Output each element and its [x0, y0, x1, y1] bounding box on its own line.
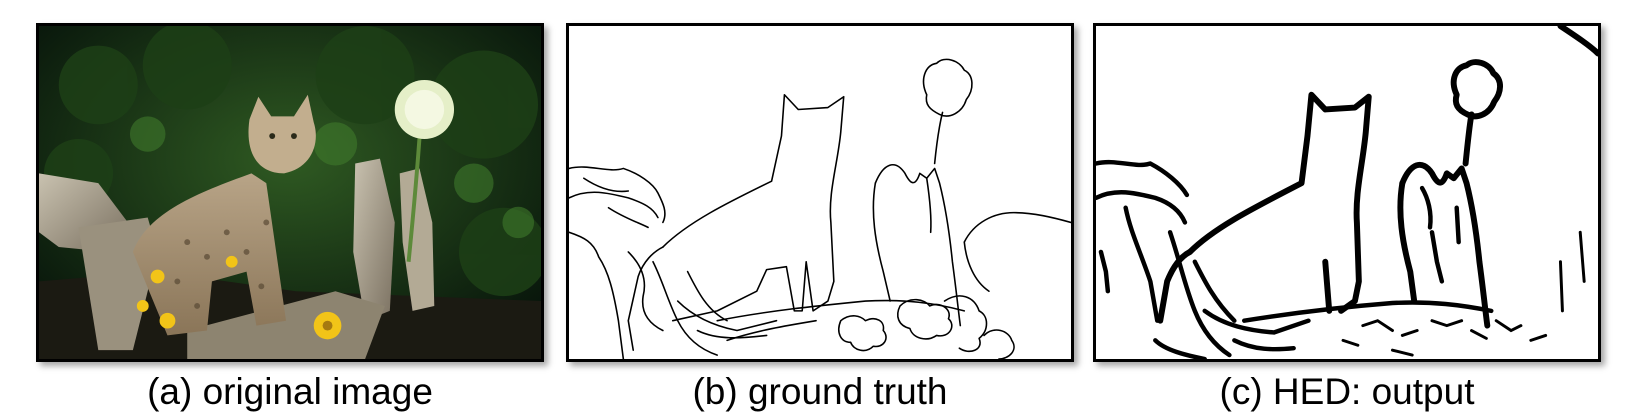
original-image-panel: [36, 23, 544, 362]
caption-hed-output: (c) HED: output: [1093, 370, 1601, 414]
caption-original-image: (a) original image: [36, 370, 544, 414]
ground-truth-drawing: [569, 26, 1071, 359]
ground-truth-panel: [566, 23, 1074, 362]
caption-ground-truth: (b) ground truth: [566, 370, 1074, 414]
original-image: [39, 26, 541, 359]
hed-output-panel: [1093, 23, 1601, 362]
hed-output-drawing: [1096, 26, 1598, 359]
